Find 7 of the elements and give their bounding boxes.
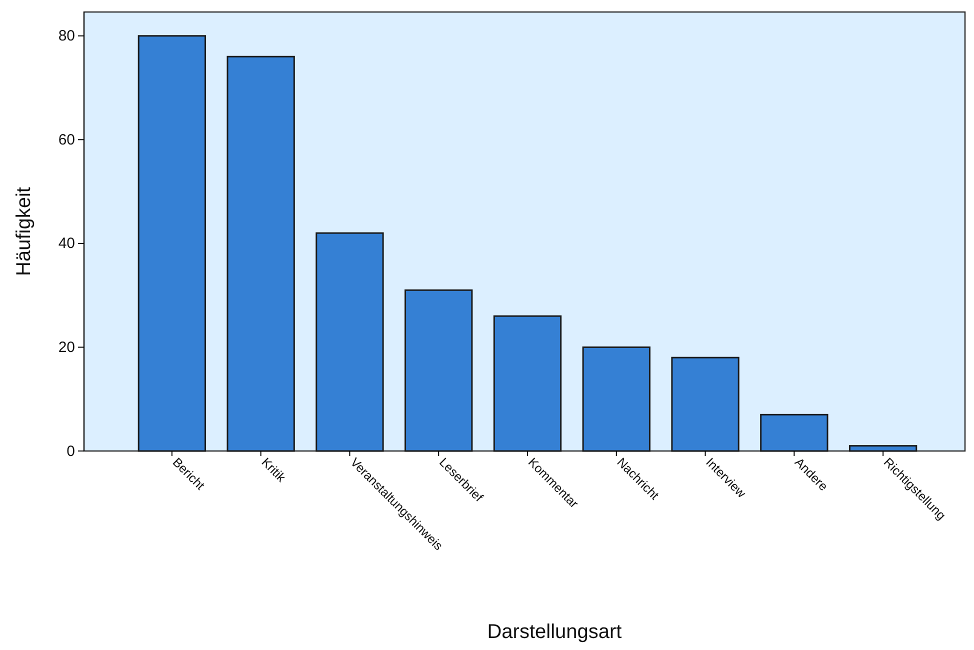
y-tick-label: 40 bbox=[58, 235, 75, 252]
y-tick-label: 0 bbox=[66, 442, 75, 460]
y-tick-label: 20 bbox=[58, 339, 75, 356]
y-tick-label: 60 bbox=[58, 131, 75, 148]
x-axis-title: Darstellungsart bbox=[487, 621, 622, 643]
y-tick-label: 80 bbox=[58, 28, 75, 45]
y-axis-title: Häufigkeit bbox=[13, 186, 35, 276]
